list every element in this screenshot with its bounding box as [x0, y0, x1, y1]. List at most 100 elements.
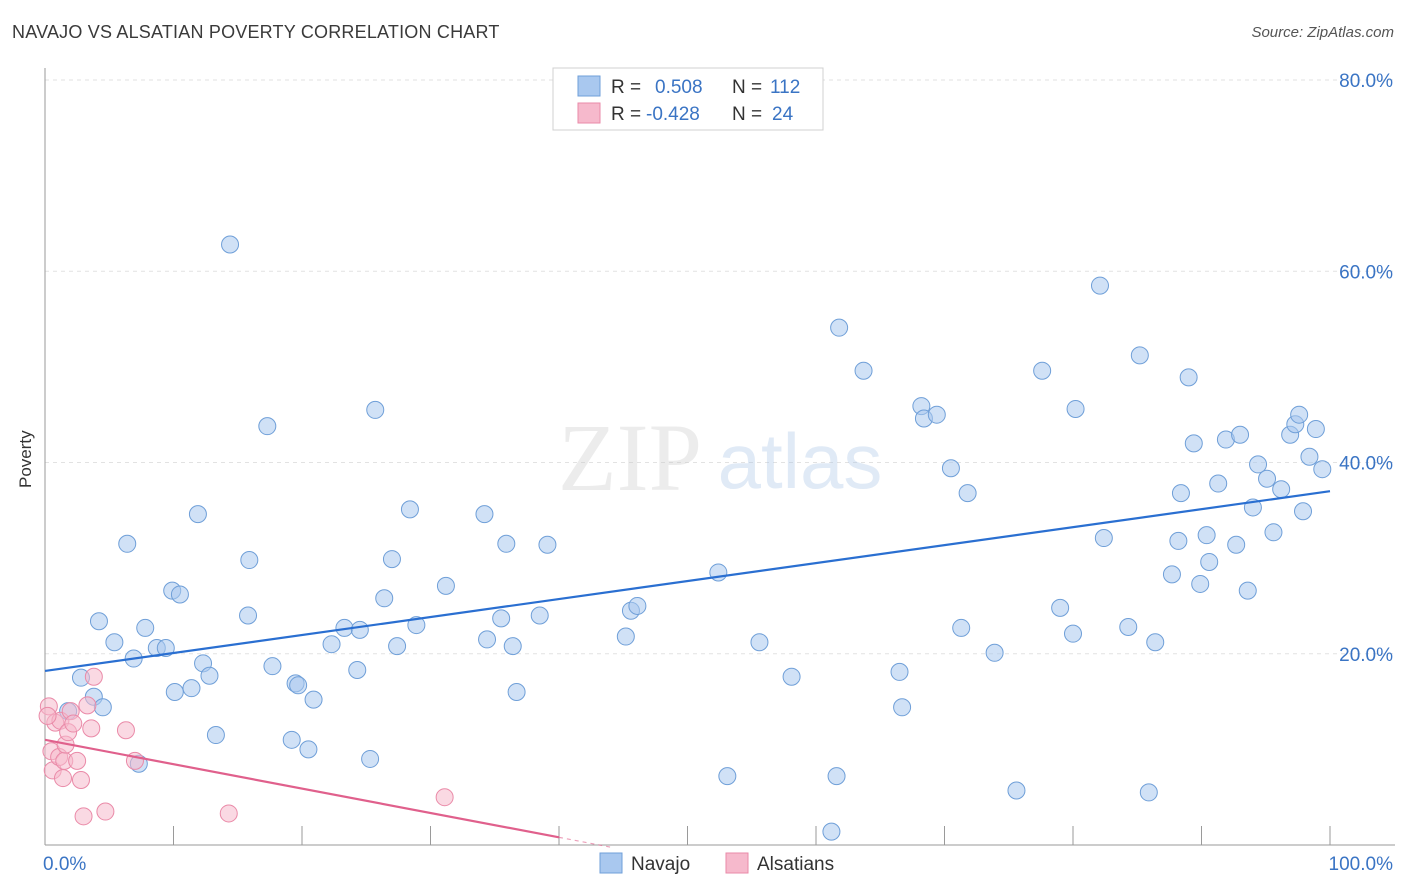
y-tick-labels: 20.0% 40.0% 60.0% 80.0%	[1339, 71, 1393, 666]
navajo-point	[830, 318, 849, 337]
navajo-point	[854, 361, 873, 380]
alsatian-r-label: R =	[611, 104, 641, 125]
navajo-point	[1184, 434, 1203, 453]
navajo-point	[350, 620, 369, 639]
navajo-point	[890, 662, 909, 681]
navajo-point	[1051, 598, 1070, 617]
navajo-point	[400, 500, 419, 519]
navajo-point	[1066, 399, 1085, 418]
navajo-point	[258, 417, 277, 436]
navajo-point	[1033, 361, 1052, 380]
navajo-point	[136, 618, 155, 637]
navajo-point	[822, 822, 841, 841]
navajo-point	[382, 550, 401, 569]
navajo-point	[507, 683, 526, 701]
alsatian-n-value: 24	[772, 104, 794, 125]
navajo-point	[958, 484, 977, 503]
navajo-point	[503, 637, 522, 656]
navajo-point	[782, 667, 801, 686]
navajo-point	[221, 235, 240, 254]
navajo-point	[1290, 405, 1309, 424]
alsatian-point	[82, 719, 101, 738]
navajo-n-label: N =	[732, 77, 762, 98]
alsatian-point	[116, 721, 135, 740]
navajo-point	[893, 698, 912, 717]
navajo-point	[1238, 581, 1257, 600]
alsatian-point	[96, 802, 115, 821]
navajo-point	[375, 589, 394, 608]
navajo-point	[289, 676, 308, 695]
trend-lines	[44, 490, 1331, 848]
navajo-point	[1162, 565, 1181, 584]
navajo-point	[475, 505, 494, 524]
navajo-point	[1272, 480, 1291, 499]
top-legend: R = 0.508 N = 112 R = -0.428 N = 24	[552, 67, 824, 131]
navajo-point	[1179, 368, 1198, 387]
navajo-point	[1139, 783, 1158, 802]
navajo-point	[478, 630, 497, 649]
navajo-point	[927, 405, 946, 424]
navajo-point	[1294, 502, 1313, 521]
navajo-points	[59, 235, 1332, 841]
alsatian-point	[64, 714, 83, 733]
navajo-point	[263, 657, 282, 676]
bottom-legend: Navajo Alsatians	[599, 852, 834, 875]
chart-title: NAVAJO VS ALSATIAN POVERTY CORRELATION C…	[12, 22, 500, 42]
alsatian-point	[219, 804, 238, 823]
source-label: Source: ZipAtlas.com	[1251, 24, 1394, 41]
y-tick-label: 60.0%	[1339, 262, 1393, 283]
navajo-point	[1197, 526, 1216, 545]
navajo-point	[827, 767, 846, 786]
navajo-point	[407, 616, 426, 635]
navajo-point	[282, 730, 301, 749]
x-tick-labels: 0.0% 100.0%	[43, 854, 1393, 875]
navajo-point	[361, 749, 380, 768]
navajo-legend-swatch	[577, 75, 601, 97]
navajo-point	[492, 609, 511, 628]
navajo-point	[304, 690, 323, 709]
alsatian-bottom-swatch	[725, 852, 749, 874]
navajo-point	[1231, 425, 1250, 444]
navajo-point	[1090, 276, 1109, 295]
navajo-point	[322, 635, 341, 654]
navajo-point	[89, 612, 108, 631]
navajo-point	[1130, 346, 1149, 365]
navajo-point	[718, 767, 737, 786]
navajo-point	[1169, 531, 1188, 550]
axes	[44, 68, 1395, 846]
navajo-point	[750, 633, 769, 652]
watermark: ZIP atlas	[558, 404, 882, 511]
navajo-point	[1200, 552, 1219, 571]
y-tick-label: 20.0%	[1339, 645, 1393, 666]
navajo-point	[1264, 523, 1283, 542]
navajo-point	[530, 606, 549, 625]
alsatian-legend-swatch	[577, 102, 601, 124]
navajo-trend-line	[44, 490, 1331, 673]
navajo-point	[206, 726, 225, 745]
watermark-atlas: atlas	[718, 417, 883, 505]
navajo-point	[348, 661, 367, 680]
alsatian-trend-line	[44, 738, 560, 839]
navajo-point	[1313, 460, 1332, 479]
alsatian-point	[435, 788, 454, 807]
navajo-point	[1209, 474, 1228, 493]
alsatian-point	[68, 751, 87, 770]
watermark-zip: ZIP	[558, 404, 702, 511]
alsatian-r-value: -0.428	[646, 104, 700, 125]
navajo-bottom-swatch	[599, 852, 623, 874]
x-tick-label: 100.0%	[1329, 854, 1394, 875]
navajo-point	[628, 596, 647, 615]
navajo-point	[1227, 535, 1246, 554]
navajo-point	[1094, 529, 1113, 548]
navajo-point	[388, 637, 407, 656]
navajo-point	[299, 740, 318, 759]
y-tick-label: 40.0%	[1339, 454, 1393, 475]
navajo-point	[239, 606, 258, 625]
navajo-point	[1146, 633, 1165, 652]
navajo-point	[200, 666, 219, 685]
navajo-point	[118, 534, 137, 553]
navajo-point	[985, 643, 1004, 662]
navajo-point	[165, 683, 184, 701]
navajo-point	[156, 639, 175, 658]
